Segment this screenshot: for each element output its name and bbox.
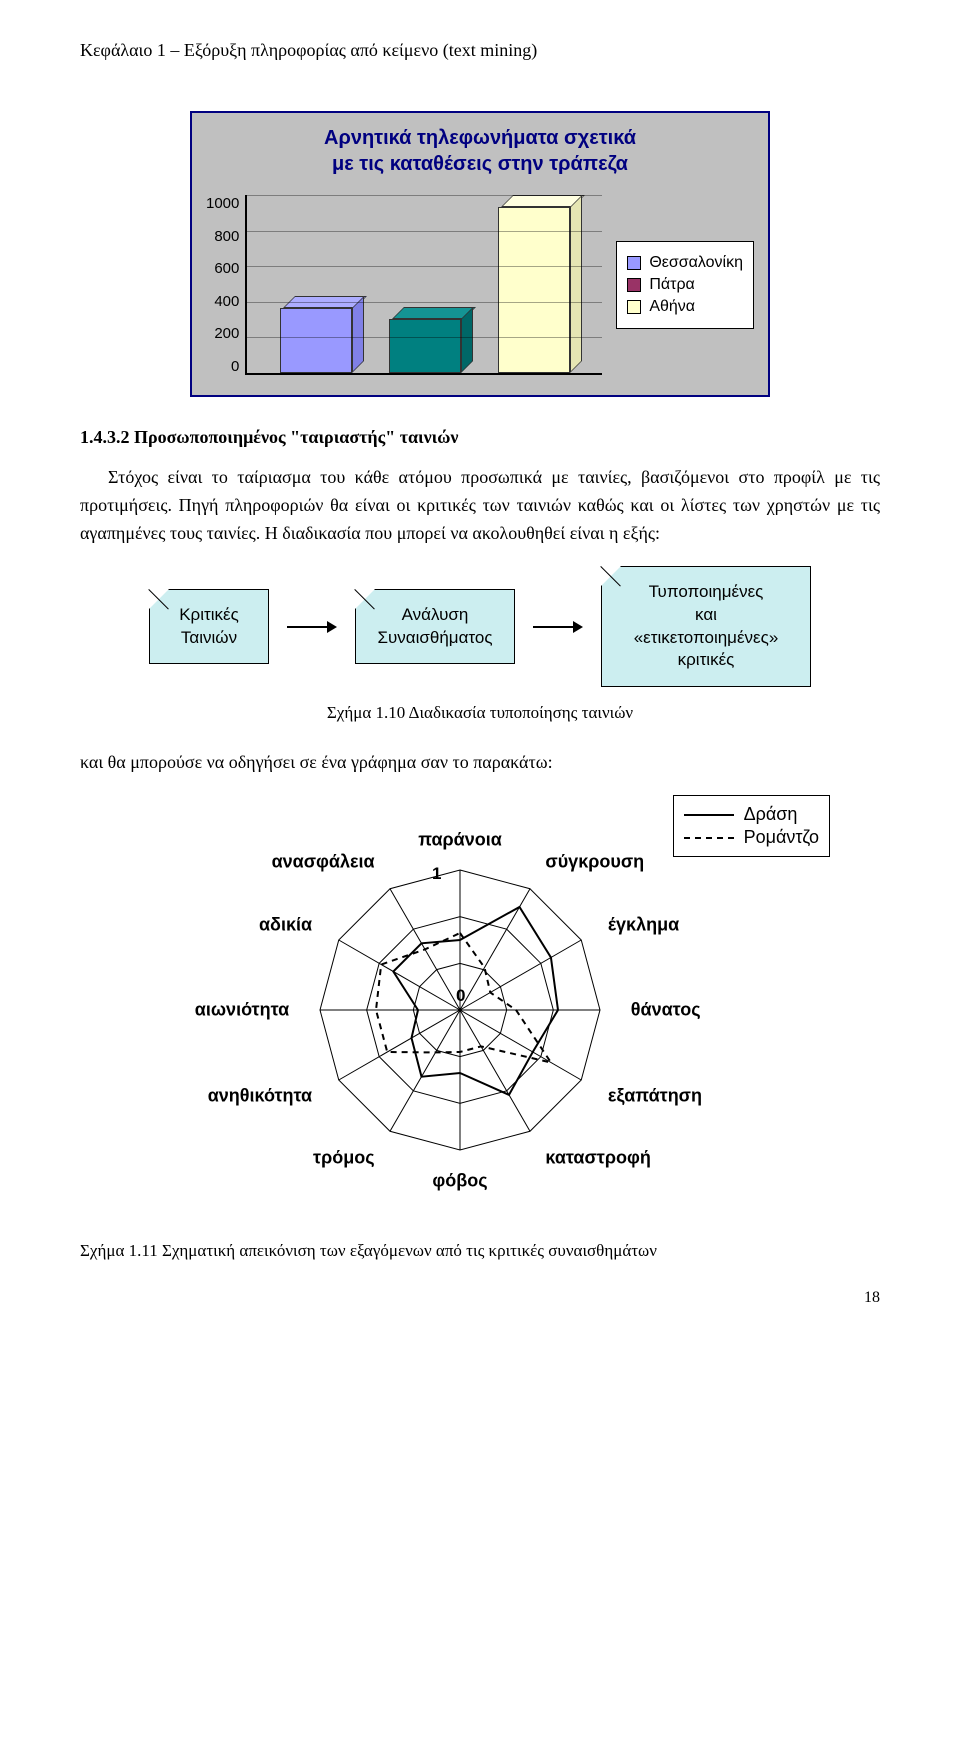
gridline [247, 337, 602, 338]
y-tick-label: 0 [231, 358, 239, 375]
legend-swatch [627, 300, 641, 314]
paragraph-1: Στόχος είναι το ταίριασμα του κάθε ατόμο… [80, 464, 880, 548]
legend-item: Αθήνα [627, 298, 743, 316]
radar-legend: ΔράσηΡομάντζο [673, 795, 830, 857]
bar-chart-title: Αρνητικά τηλεφωνήματα σχετικά με τις κατ… [206, 125, 754, 177]
radar-axis-label: ανηθικότητα [208, 1085, 312, 1106]
flow-box-2-line1: Ανάλυση [402, 605, 469, 624]
bar-chart-legend: Θεσσαλονίκη Πάτρα Αθήνα [616, 241, 754, 329]
radar-chart: ΔράσηΡομάντζο παράνοια σύγκρουση έγκλημα θά… [130, 795, 830, 1225]
legend-swatch [627, 256, 641, 270]
bar-chart-yaxis: 1000 800 600 400 200 0 [206, 195, 245, 375]
flow-box-2-line2: Συναισθήματος [377, 628, 492, 647]
radar-legend-label: Ρομάντζο [744, 827, 819, 848]
figure-caption-1: Σχήμα 1.10 Διαδικασία τυποποίησης ταινιώ… [80, 703, 880, 723]
radar-axis-label: έγκλημα [608, 914, 679, 935]
legend-label: Πάτρα [649, 276, 694, 294]
flow-box-3: Τυποποιημένες και «ετικετοποιημένες» κρι… [601, 566, 811, 688]
radar-legend-item: Ρομάντζο [684, 827, 819, 848]
gridline [247, 266, 602, 267]
bar-chart: Αρνητικά τηλεφωνήματα σχετικά με τις κατ… [190, 111, 770, 397]
gridline [247, 195, 602, 196]
flow-box-1-line2: Ταινιών [181, 628, 237, 647]
legend-item: Πάτρα [627, 276, 743, 294]
paragraph-2: και θα μπορούσε να οδηγήσει σε ένα γράφη… [80, 749, 880, 777]
radar-axis-label: αδικία [259, 914, 312, 935]
bar-chart-plot [245, 195, 602, 375]
gridline [247, 231, 602, 232]
radar-legend-item: Δράση [684, 804, 819, 825]
radar-axis-label: θάνατος [631, 1000, 701, 1021]
y-tick-label: 800 [214, 228, 239, 245]
legend-label: Θεσσαλονίκη [649, 254, 743, 272]
radar-axis-label: ανασφάλεια [272, 852, 375, 873]
y-tick-label: 400 [214, 293, 239, 310]
y-tick-label: 600 [214, 260, 239, 277]
gridline [247, 302, 602, 303]
radar-axis-label: αιωνιότητα [195, 1000, 289, 1021]
bar-chart-title-line2: με τις καταθέσεις στην τράπεζα [332, 153, 628, 175]
page-header: Κεφάλαιο 1 – Εξόρυξη πληροφορίας από κεί… [80, 40, 880, 61]
y-tick-label: 1000 [206, 195, 239, 212]
bar-chart-title-line1: Αρνητικά τηλεφωνήματα σχετικά [324, 127, 636, 149]
arrow-icon [287, 618, 337, 636]
flow-box-2: Ανάλυση Συναισθήματος [355, 589, 515, 665]
radar-legend-line [684, 814, 734, 816]
radar-axis-label: καταστροφή [545, 1148, 650, 1169]
radar-outer-label: 1 [432, 864, 441, 884]
flow-diagram: Κριτικές Ταινιών Ανάλυση Συναισθήματος Τ… [80, 566, 880, 688]
legend-swatch [627, 278, 641, 292]
y-tick-label: 200 [214, 325, 239, 342]
radar-axis-label: παράνοια [418, 829, 502, 850]
radar-axis-label: εξαπάτηση [608, 1085, 702, 1106]
flow-box-3-line1: Τυποποιημένες [649, 582, 764, 601]
radar-center-label: 0 [456, 986, 465, 1006]
gridline [247, 373, 602, 374]
flow-box-1-line1: Κριτικές [179, 605, 239, 624]
radar-legend-label: Δράση [744, 804, 798, 825]
radar-axis-label: σύγκρουση [545, 852, 644, 873]
legend-label: Αθήνα [649, 298, 695, 316]
flow-box-3-line3: «ετικετοποιημένες» [634, 628, 779, 647]
section-heading: 1.4.3.2 Προσωποποιημένος "ταιριαστής" τα… [80, 427, 880, 448]
page-number: 18 [864, 1289, 880, 1307]
figure-caption-2: Σχήμα 1.11 Σχηματική απεικόνιση των εξαγ… [80, 1241, 880, 1261]
arrow-icon [533, 618, 583, 636]
paragraph-1-text: Στόχος είναι το ταίριασμα του κάθε ατόμο… [80, 467, 880, 543]
radar-axis-label: φόβος [432, 1171, 487, 1192]
legend-item: Θεσσαλονίκη [627, 254, 743, 272]
radar-axis-label: τρόμος [313, 1148, 375, 1169]
flow-box-3-line4: κριτικές [678, 650, 735, 669]
radar-legend-line [684, 837, 734, 839]
flow-box-1: Κριτικές Ταινιών [149, 589, 269, 665]
flow-box-3-line2: και [695, 605, 717, 624]
